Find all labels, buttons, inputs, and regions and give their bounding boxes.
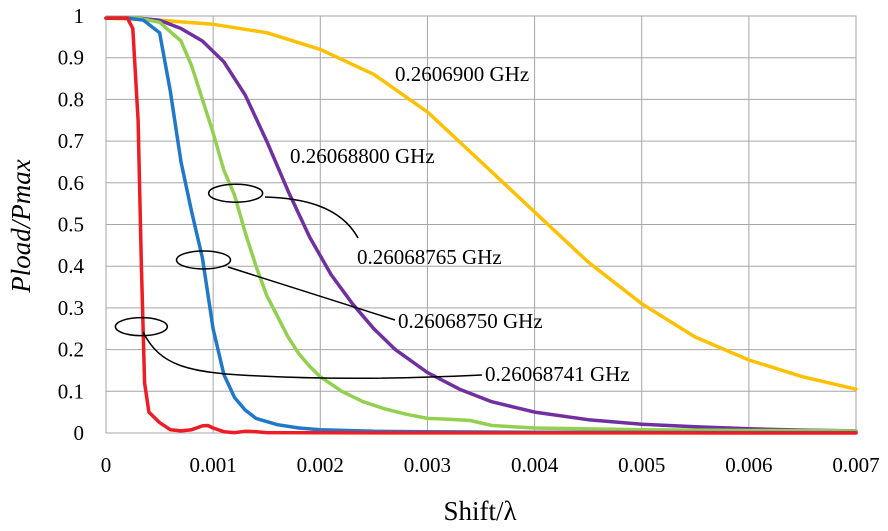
y-tick-label: 0.9: [58, 46, 84, 70]
callout-leader-0: [264, 196, 359, 239]
x-tick-label: 0.007: [832, 453, 879, 477]
callout-leader-1: [227, 266, 396, 321]
y-tick-labels: 0 0.1 0.2 0.3 0.4 0.5 0.6 0.7 0.8 0.9 1: [58, 4, 85, 445]
x-tick-label: 0.004: [511, 453, 559, 477]
x-tick-label: 0.005: [618, 453, 665, 477]
series-label-2: 0.26068765 GHz: [357, 245, 502, 269]
series-line-0: [104, 16, 858, 435]
x-axis-title: Shift/λ: [443, 496, 516, 526]
series-line-3: [104, 16, 858, 433]
y-tick-label: 1: [74, 4, 85, 28]
series-annotations: 0.2606900 GHz 0.26068800 GHz 0.26068765 GH…: [290, 62, 630, 386]
x-tick-labels: 0 0.001 0.002 0.003 0.004 0.005 0.006 0.007: [101, 453, 880, 477]
y-tick-label: 0.2: [58, 338, 84, 362]
callout-ellipse-1: [175, 250, 232, 270]
series-label-3: 0.26068750 GHz: [398, 309, 543, 333]
x-tick-label: 0.006: [725, 453, 772, 477]
x-tick-label: 0: [101, 453, 112, 477]
y-axis-title: Pload/Pmax: [6, 159, 36, 293]
series-label-0: 0.2606900 GHz: [395, 62, 529, 86]
series-line-4: [104, 16, 858, 391]
y-tick-label: 0.6: [58, 171, 84, 195]
x-tick-label: 0.002: [297, 453, 344, 477]
y-tick-label: 0.3: [58, 296, 84, 320]
y-tick-label: 0.8: [58, 87, 84, 111]
x-tick-label: 0.001: [190, 453, 237, 477]
y-tick-label: 0.5: [58, 213, 84, 237]
callout-ellipse-2: [114, 316, 169, 337]
callout-leader-2: [142, 331, 483, 379]
series-label-1: 0.26068800 GHz: [290, 144, 435, 168]
y-tick-label: 0.7: [58, 129, 84, 153]
series-line-2: [104, 16, 858, 433]
y-tick-label: 0.1: [58, 379, 84, 403]
series-lines: [104, 16, 858, 435]
y-tick-label: 0.4: [58, 254, 85, 278]
x-tick-label: 0.003: [404, 453, 451, 477]
series-label-4: 0.26068741 GHz: [485, 362, 630, 386]
callout-ellipse-0: [207, 183, 264, 203]
y-tick-label: 0: [74, 421, 85, 445]
callout-ellipses: [114, 183, 483, 379]
